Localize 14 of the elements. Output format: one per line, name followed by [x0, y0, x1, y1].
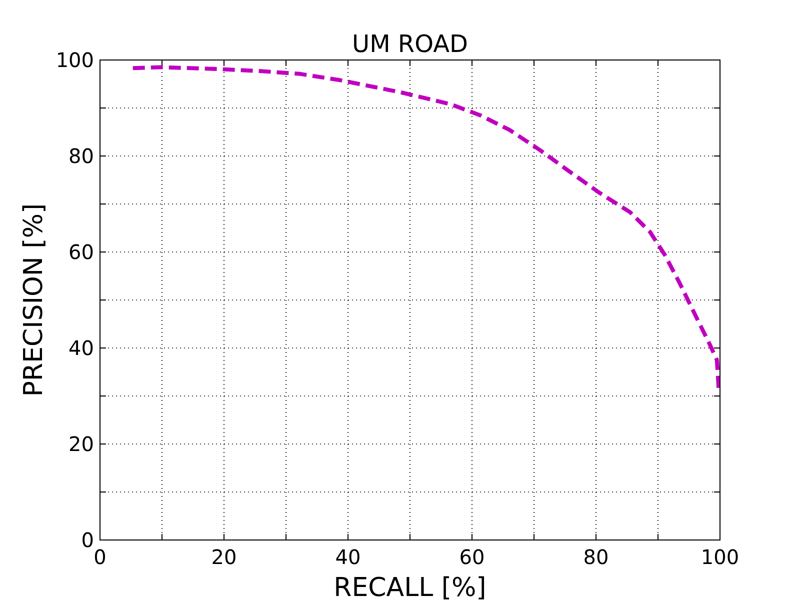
- y-tick-label: 0: [81, 528, 94, 552]
- x-tick-label: 100: [700, 545, 740, 569]
- chart-title: UM ROAD: [352, 30, 468, 58]
- y-tick-label: 80: [68, 144, 94, 168]
- y-tick-label: 40: [68, 336, 94, 360]
- y-tick-label: 100: [56, 48, 94, 72]
- x-tick-label: 60: [459, 545, 485, 569]
- y-tick-label: 60: [68, 240, 94, 264]
- y-tick-label: 20: [68, 432, 94, 456]
- x-tick-label: 80: [583, 545, 609, 569]
- x-axis-title: RECALL [%]: [334, 573, 486, 600]
- x-tick-label: 20: [211, 545, 237, 569]
- y-axis-title: PRECISION [%]: [19, 203, 49, 397]
- x-tick-label: 40: [335, 545, 361, 569]
